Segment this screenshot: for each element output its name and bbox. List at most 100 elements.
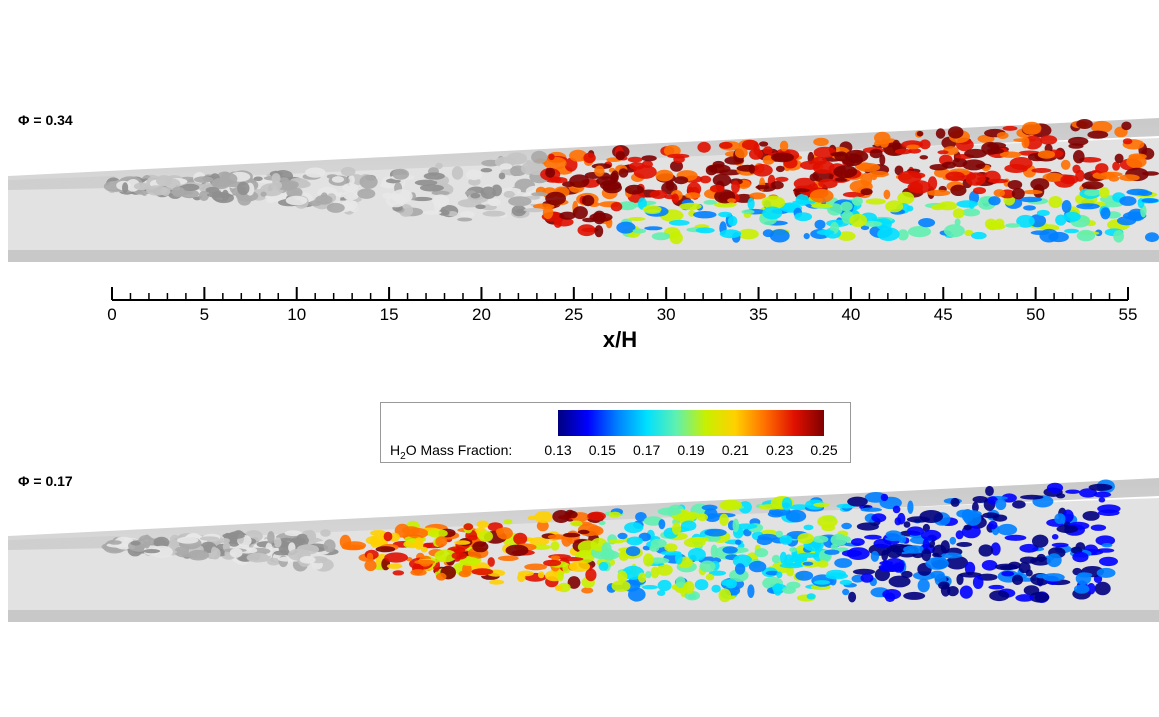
- flame-blob: [161, 187, 171, 196]
- flame-blob: [230, 548, 243, 558]
- flame-blob: [500, 163, 513, 169]
- flame-blob: [1057, 525, 1079, 533]
- flame-blob: [1142, 171, 1159, 176]
- flame-blob: [616, 151, 625, 161]
- flame-blob: [626, 546, 640, 556]
- flame-blob: [1100, 172, 1122, 177]
- flame-blob: [454, 540, 470, 545]
- flame-blob: [705, 529, 727, 537]
- flame-blob: [560, 557, 583, 561]
- flame-blob: [624, 522, 643, 533]
- flame-blob: [810, 189, 834, 203]
- flame-blob: [826, 573, 849, 580]
- flame-blob: [1077, 230, 1095, 241]
- colorbar-tick-label: 0.25: [810, 442, 837, 458]
- flame-blob: [950, 185, 966, 196]
- flame-blob: [861, 508, 882, 512]
- flame-blob: [211, 547, 217, 557]
- flame-blob: [222, 533, 245, 539]
- flame-blob: [300, 556, 316, 564]
- flame-blob: [847, 497, 868, 507]
- flame-blob: [869, 171, 889, 177]
- flame-blob: [979, 544, 994, 556]
- x-tick-label: 30: [657, 305, 676, 324]
- flame-blob: [861, 188, 873, 195]
- flame-blob: [918, 579, 930, 593]
- flame-blob: [200, 536, 219, 540]
- flame-blob: [697, 142, 710, 153]
- flame-blob: [1063, 212, 1080, 222]
- flame-blob: [452, 166, 463, 179]
- flame-blob: [109, 540, 122, 545]
- flame-blob: [995, 564, 1018, 571]
- flame-blob: [599, 562, 609, 571]
- flame-blob: [576, 551, 586, 557]
- flame-blob: [842, 589, 849, 595]
- flame-blob: [477, 521, 489, 528]
- flame-blob: [459, 570, 471, 577]
- flame-blob: [545, 192, 566, 206]
- flame-blob: [651, 539, 667, 548]
- flame-blob: [570, 521, 582, 527]
- bottom-wall: [8, 610, 1159, 622]
- flame-blob: [681, 521, 696, 531]
- flame-blob: [659, 519, 666, 529]
- flame-blob: [436, 573, 447, 581]
- label-part: O Mass Fraction:: [406, 442, 513, 458]
- flame-blob: [893, 506, 901, 514]
- figure: Φ = 0.34 Φ = 0.17 0510152025303540455055…: [0, 0, 1159, 717]
- flame-blob: [771, 181, 784, 189]
- flame-blob: [581, 587, 593, 593]
- flame-blob: [747, 584, 754, 598]
- flame-blob: [1047, 553, 1062, 567]
- flame-blob: [938, 201, 957, 210]
- flame-blob: [410, 569, 426, 576]
- flame-blob: [498, 556, 519, 561]
- flame-blob: [921, 530, 941, 541]
- flame-blob: [628, 217, 645, 221]
- flame-blob: [679, 203, 702, 210]
- flame-blob: [706, 574, 714, 581]
- flame-blob: [895, 149, 912, 155]
- flame-blob: [1040, 135, 1057, 145]
- flame-blob: [702, 505, 718, 511]
- flame-blob: [927, 190, 951, 196]
- flame-blob: [349, 201, 359, 212]
- flame-blob: [907, 501, 913, 514]
- flame-blob: [1098, 509, 1120, 516]
- colorbar-tick-label: 0.13: [544, 442, 571, 458]
- flame-blob: [582, 195, 594, 206]
- flame-blob: [1005, 535, 1027, 541]
- flame-blob: [917, 131, 924, 137]
- flame-blob: [688, 548, 706, 561]
- flame-blob: [795, 571, 813, 581]
- flame-blob: [833, 165, 857, 178]
- flame-blob: [619, 168, 629, 177]
- flame-blob: [1056, 493, 1065, 498]
- flame-blob: [1037, 210, 1050, 216]
- flame-blob: [625, 185, 644, 195]
- flame-blob: [1126, 189, 1148, 196]
- flame-blob: [555, 585, 563, 591]
- flame-blob: [857, 163, 880, 172]
- flame-blob: [947, 586, 959, 596]
- flame-blob: [956, 200, 978, 207]
- flame-blob: [360, 175, 378, 189]
- flame-blob: [763, 146, 773, 154]
- flame-blob: [711, 585, 720, 593]
- x-tick-label: 0: [107, 305, 116, 324]
- panel: [8, 478, 1159, 622]
- flame-blob: [143, 549, 160, 553]
- flame-blob: [995, 499, 1006, 510]
- flame-blob: [988, 196, 1000, 205]
- flame-blob: [172, 187, 185, 198]
- flame-blob: [886, 545, 902, 558]
- flame-blob: [1004, 164, 1028, 173]
- flame-blob: [483, 211, 506, 217]
- flame-blob: [324, 539, 336, 552]
- flame-blob: [982, 560, 998, 571]
- flame-blob: [506, 545, 529, 557]
- flame-blob: [719, 500, 742, 511]
- flame-blob: [704, 200, 717, 205]
- flame-blob: [672, 522, 681, 535]
